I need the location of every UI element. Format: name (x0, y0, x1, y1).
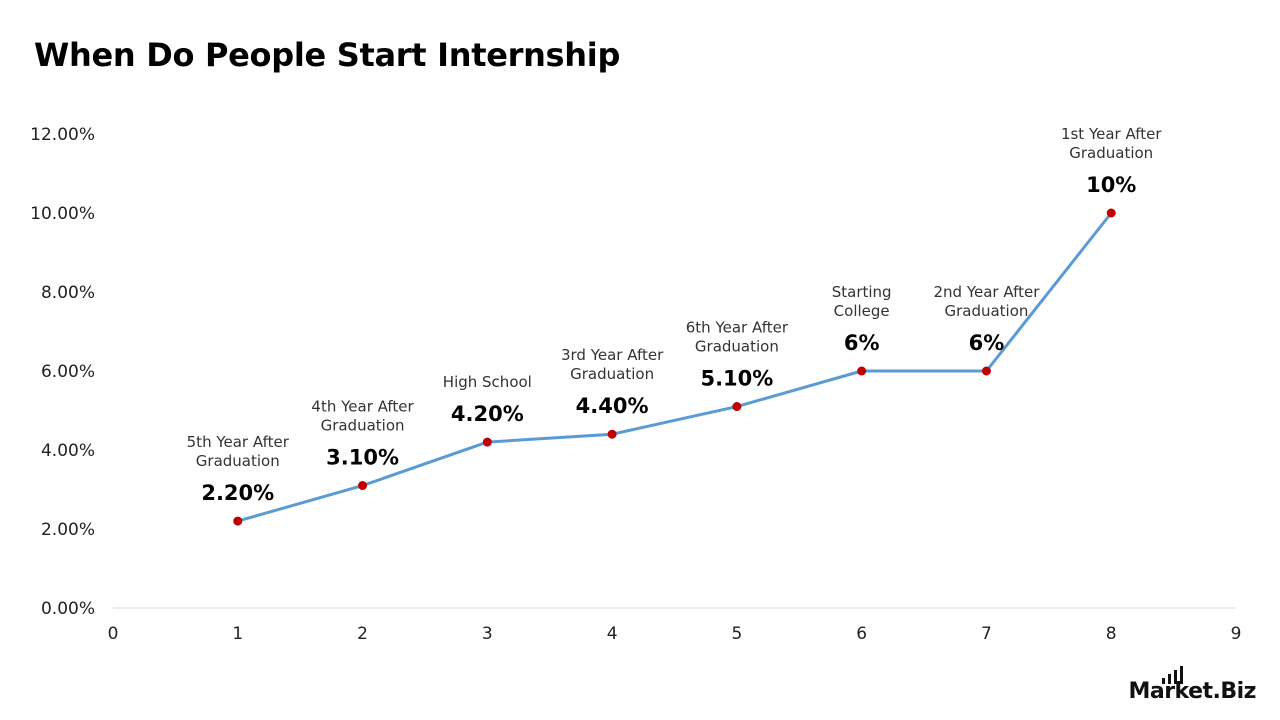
data-point (607, 429, 617, 439)
data-point (482, 437, 492, 447)
data-category-label: Graduation (196, 452, 280, 470)
x-tick-label: 7 (981, 624, 992, 644)
data-category-label: 5th Year After (187, 433, 290, 451)
x-tick-label: 8 (1106, 624, 1117, 644)
data-point (233, 516, 243, 526)
y-tick-label: 10.00% (30, 204, 95, 224)
data-point (732, 402, 742, 412)
data-point (1106, 208, 1116, 218)
y-tick-label: 2.00% (41, 520, 95, 540)
data-point (981, 366, 991, 376)
x-tick-label: 0 (108, 624, 119, 644)
brand-name: Market.Biz (1128, 679, 1256, 704)
data-point (857, 366, 867, 376)
data-category-label: 2nd Year After (933, 283, 1040, 301)
x-tick-label: 1 (232, 624, 243, 644)
data-category-label: Starting (832, 283, 892, 301)
x-tick-label: 4 (607, 624, 618, 644)
y-tick-label: 6.00% (41, 362, 95, 382)
data-category-label: Graduation (944, 302, 1028, 320)
bars-icon (1162, 666, 1183, 684)
series-line (237, 212, 1113, 523)
x-tick-label: 3 (482, 624, 493, 644)
x-tick-label: 6 (856, 624, 867, 644)
y-tick-label: 0.00% (41, 599, 95, 619)
x-tick-label: 9 (1231, 624, 1242, 644)
data-value-label: 5.10% (700, 367, 773, 391)
data-value-label: 6% (969, 331, 1005, 355)
data-value-label: 3.10% (326, 446, 399, 470)
data-category-label: Graduation (321, 417, 405, 435)
y-tick-label: 8.00% (41, 283, 95, 303)
data-category-label: 6th Year After (686, 319, 789, 337)
data-category-label: Graduation (570, 365, 654, 383)
data-value-label: 2.20% (201, 481, 274, 505)
data-point (358, 481, 368, 491)
data-value-label: 4.40% (576, 394, 649, 418)
y-tick-label: 12.00% (30, 125, 95, 145)
chart-title: When Do People Start Internship (34, 36, 621, 74)
data-value-label: 4.20% (451, 402, 524, 426)
brand-logo: Market.Biz (1126, 666, 1256, 704)
x-tick-label: 5 (731, 624, 742, 644)
data-category-label: 3rd Year After (561, 346, 664, 364)
y-tick-label: 4.00% (41, 441, 95, 461)
data-value-label: 10% (1086, 173, 1136, 197)
data-category-label: 4th Year After (311, 398, 414, 416)
data-category-label: Graduation (695, 338, 779, 356)
data-category-label: 1st Year After (1061, 125, 1162, 143)
data-category-label: Graduation (1069, 144, 1153, 162)
data-value-label: 6% (844, 331, 880, 355)
data-category-label: High School (443, 373, 532, 391)
x-tick-label: 2 (357, 624, 368, 644)
data-category-label: College (834, 302, 890, 320)
